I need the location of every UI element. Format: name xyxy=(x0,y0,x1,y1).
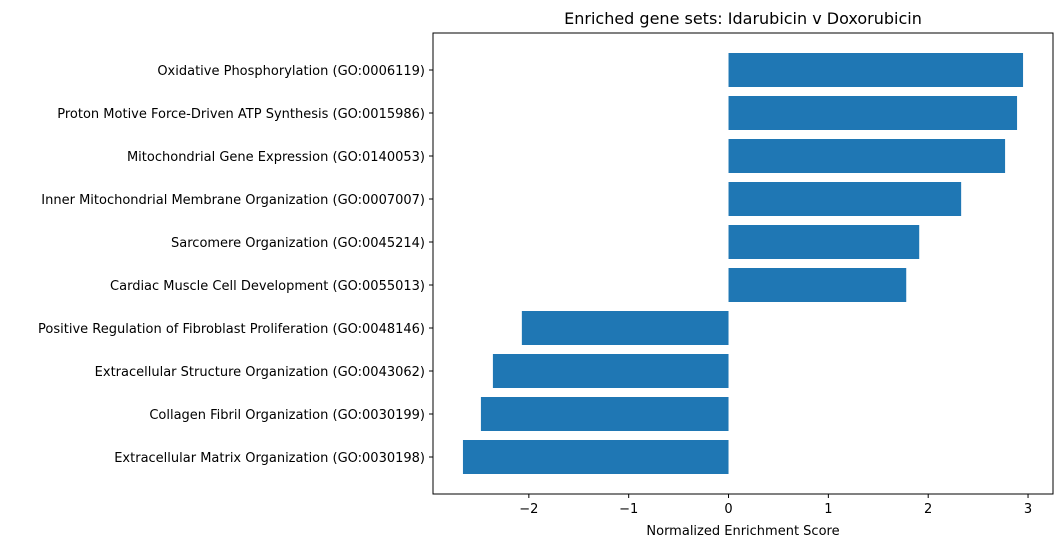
chart-title: Enriched gene sets: Idarubicin v Doxorub… xyxy=(564,9,922,28)
x-tick-label: −2 xyxy=(519,502,538,517)
bar xyxy=(728,53,1024,87)
x-tick-label: 1 xyxy=(824,502,832,517)
y-tick-label: Collagen Fibril Organization (GO:0030199… xyxy=(149,408,425,423)
x-axis-label: Normalized Enrichment Score xyxy=(646,524,839,539)
y-tick-label: Cardiac Muscle Cell Development (GO:0055… xyxy=(110,279,425,294)
y-tick-label: Proton Motive Force-Driven ATP Synthesis… xyxy=(57,107,425,122)
bar xyxy=(728,182,962,216)
y-tick-label: Positive Regulation of Fibroblast Prolif… xyxy=(38,322,425,337)
bar xyxy=(728,225,920,259)
plot-frame xyxy=(432,32,1054,495)
bar xyxy=(480,397,729,431)
y-tick-label: Oxidative Phosphorylation (GO:0006119) xyxy=(157,64,425,79)
y-tick-label: Sarcomere Organization (GO:0045214) xyxy=(171,236,425,251)
x-tick-label: 2 xyxy=(924,502,932,517)
bar xyxy=(462,440,729,474)
x-axis-ticks: −2 −1 0 1 2 3 xyxy=(519,494,1032,517)
bars-layer xyxy=(462,53,1024,474)
y-axis-ticks: Oxidative Phosphorylation (GO:0006119) Pr… xyxy=(38,64,433,466)
bar xyxy=(521,311,729,345)
x-tick-label: 0 xyxy=(724,502,732,517)
y-tick-label: Mitochondrial Gene Expression (GO:014005… xyxy=(127,150,425,165)
bar xyxy=(492,354,729,388)
bar xyxy=(728,96,1018,130)
bar xyxy=(728,268,907,302)
x-tick-label: 3 xyxy=(1024,502,1032,517)
y-tick-label: Extracellular Structure Organization (GO… xyxy=(95,365,425,380)
x-tick-label: −1 xyxy=(619,502,638,517)
bar xyxy=(728,139,1006,173)
y-tick-label: Inner Mitochondrial Membrane Organizatio… xyxy=(41,193,425,208)
y-tick-label: Extracellular Matrix Organization (GO:00… xyxy=(114,451,425,466)
